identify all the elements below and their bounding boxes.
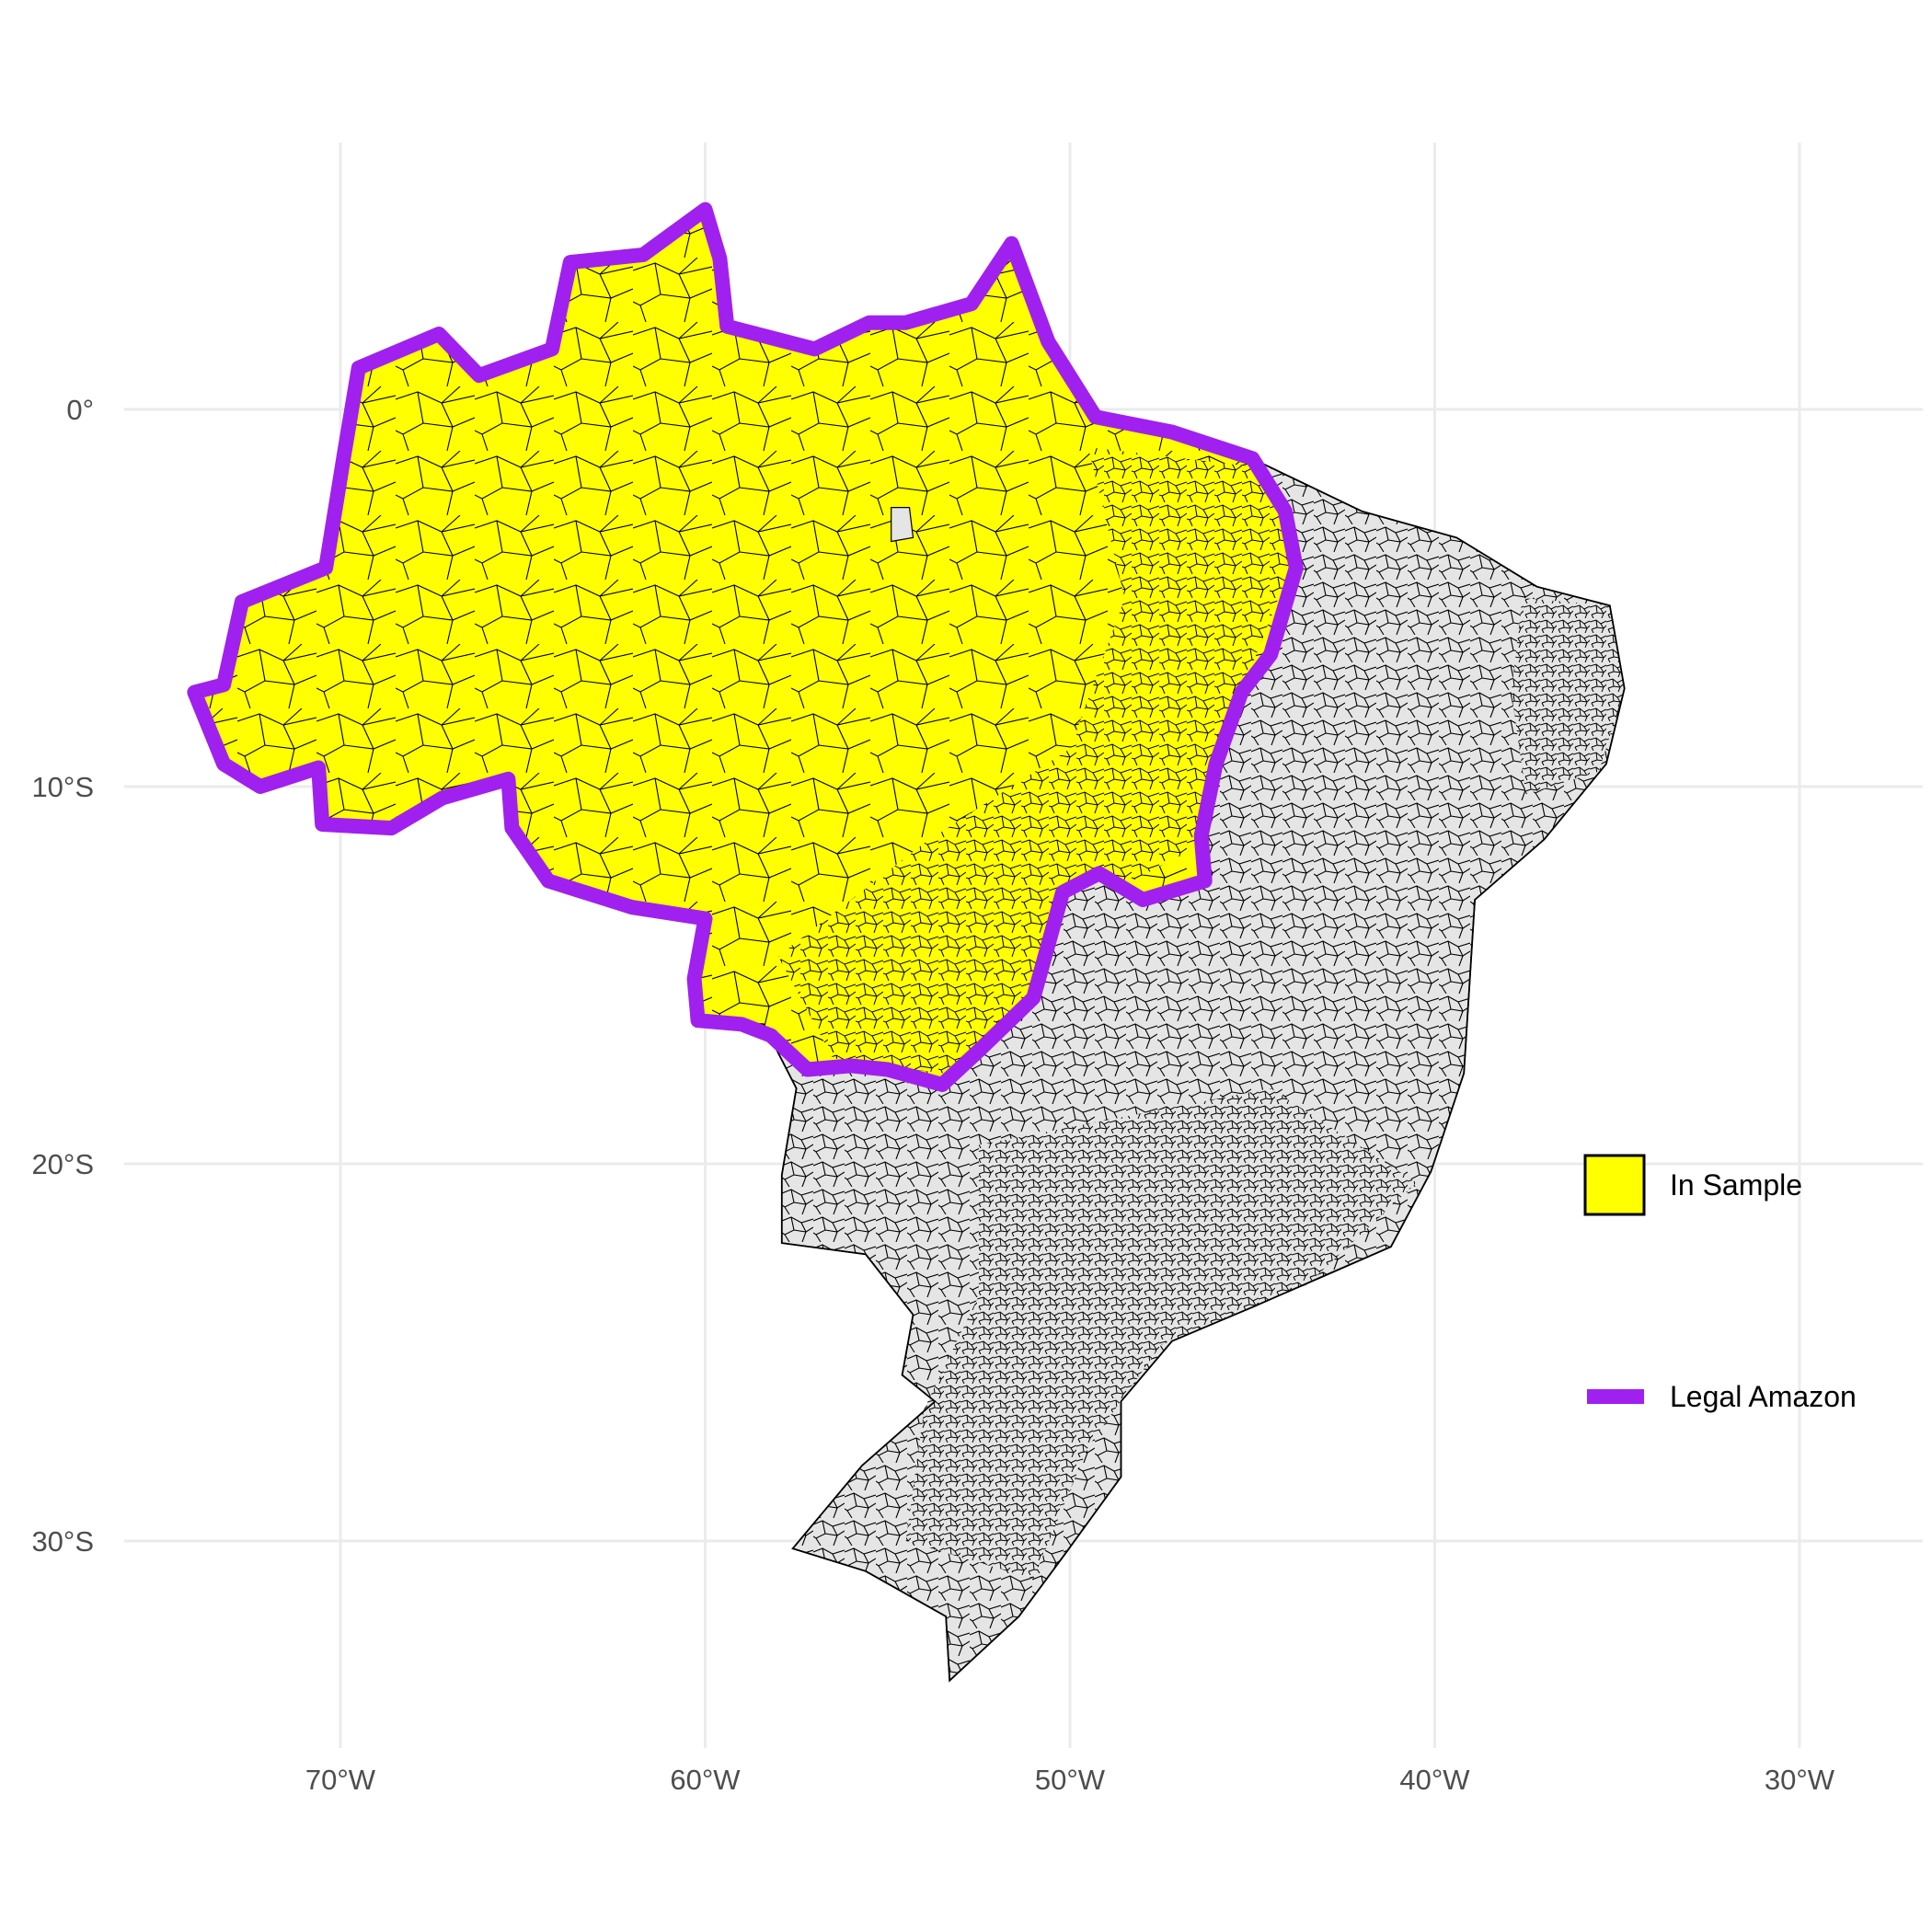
x-tick-label: 70°W (305, 1764, 376, 1796)
x-tick-label: 30°W (1765, 1764, 1835, 1796)
legal-amazon-boundary (187, 201, 1304, 1092)
x-tick-label: 40°W (1399, 1764, 1470, 1796)
x-tick-label: 60°W (670, 1764, 741, 1796)
dense-municipalities-southeast (905, 1088, 1417, 1579)
y-tick-label: 10°S (31, 771, 94, 803)
y-tick-label: 0° (66, 394, 94, 426)
legend-swatch-in-sample (1583, 1154, 1646, 1216)
brazil-municipalities (187, 201, 1626, 1683)
legend-label: In Sample (1670, 1168, 1802, 1202)
y-tick-label: 20°S (31, 1148, 94, 1180)
axis-labels: 70°W 60°W 50°W 40°W 30°W 0° 10°S 20°S 30°S (31, 394, 1834, 1796)
legend: In Sample Legal Amazon (1583, 1154, 1857, 1413)
in-sample-municipalities-dense (777, 447, 1289, 1074)
legend-label: Legal Amazon (1670, 1380, 1857, 1413)
out-of-sample-enclave (891, 507, 914, 543)
dense-municipalities-northeast (1511, 598, 1625, 795)
x-tick-label: 50°W (1035, 1764, 1106, 1796)
y-tick-label: 30°S (31, 1525, 94, 1558)
